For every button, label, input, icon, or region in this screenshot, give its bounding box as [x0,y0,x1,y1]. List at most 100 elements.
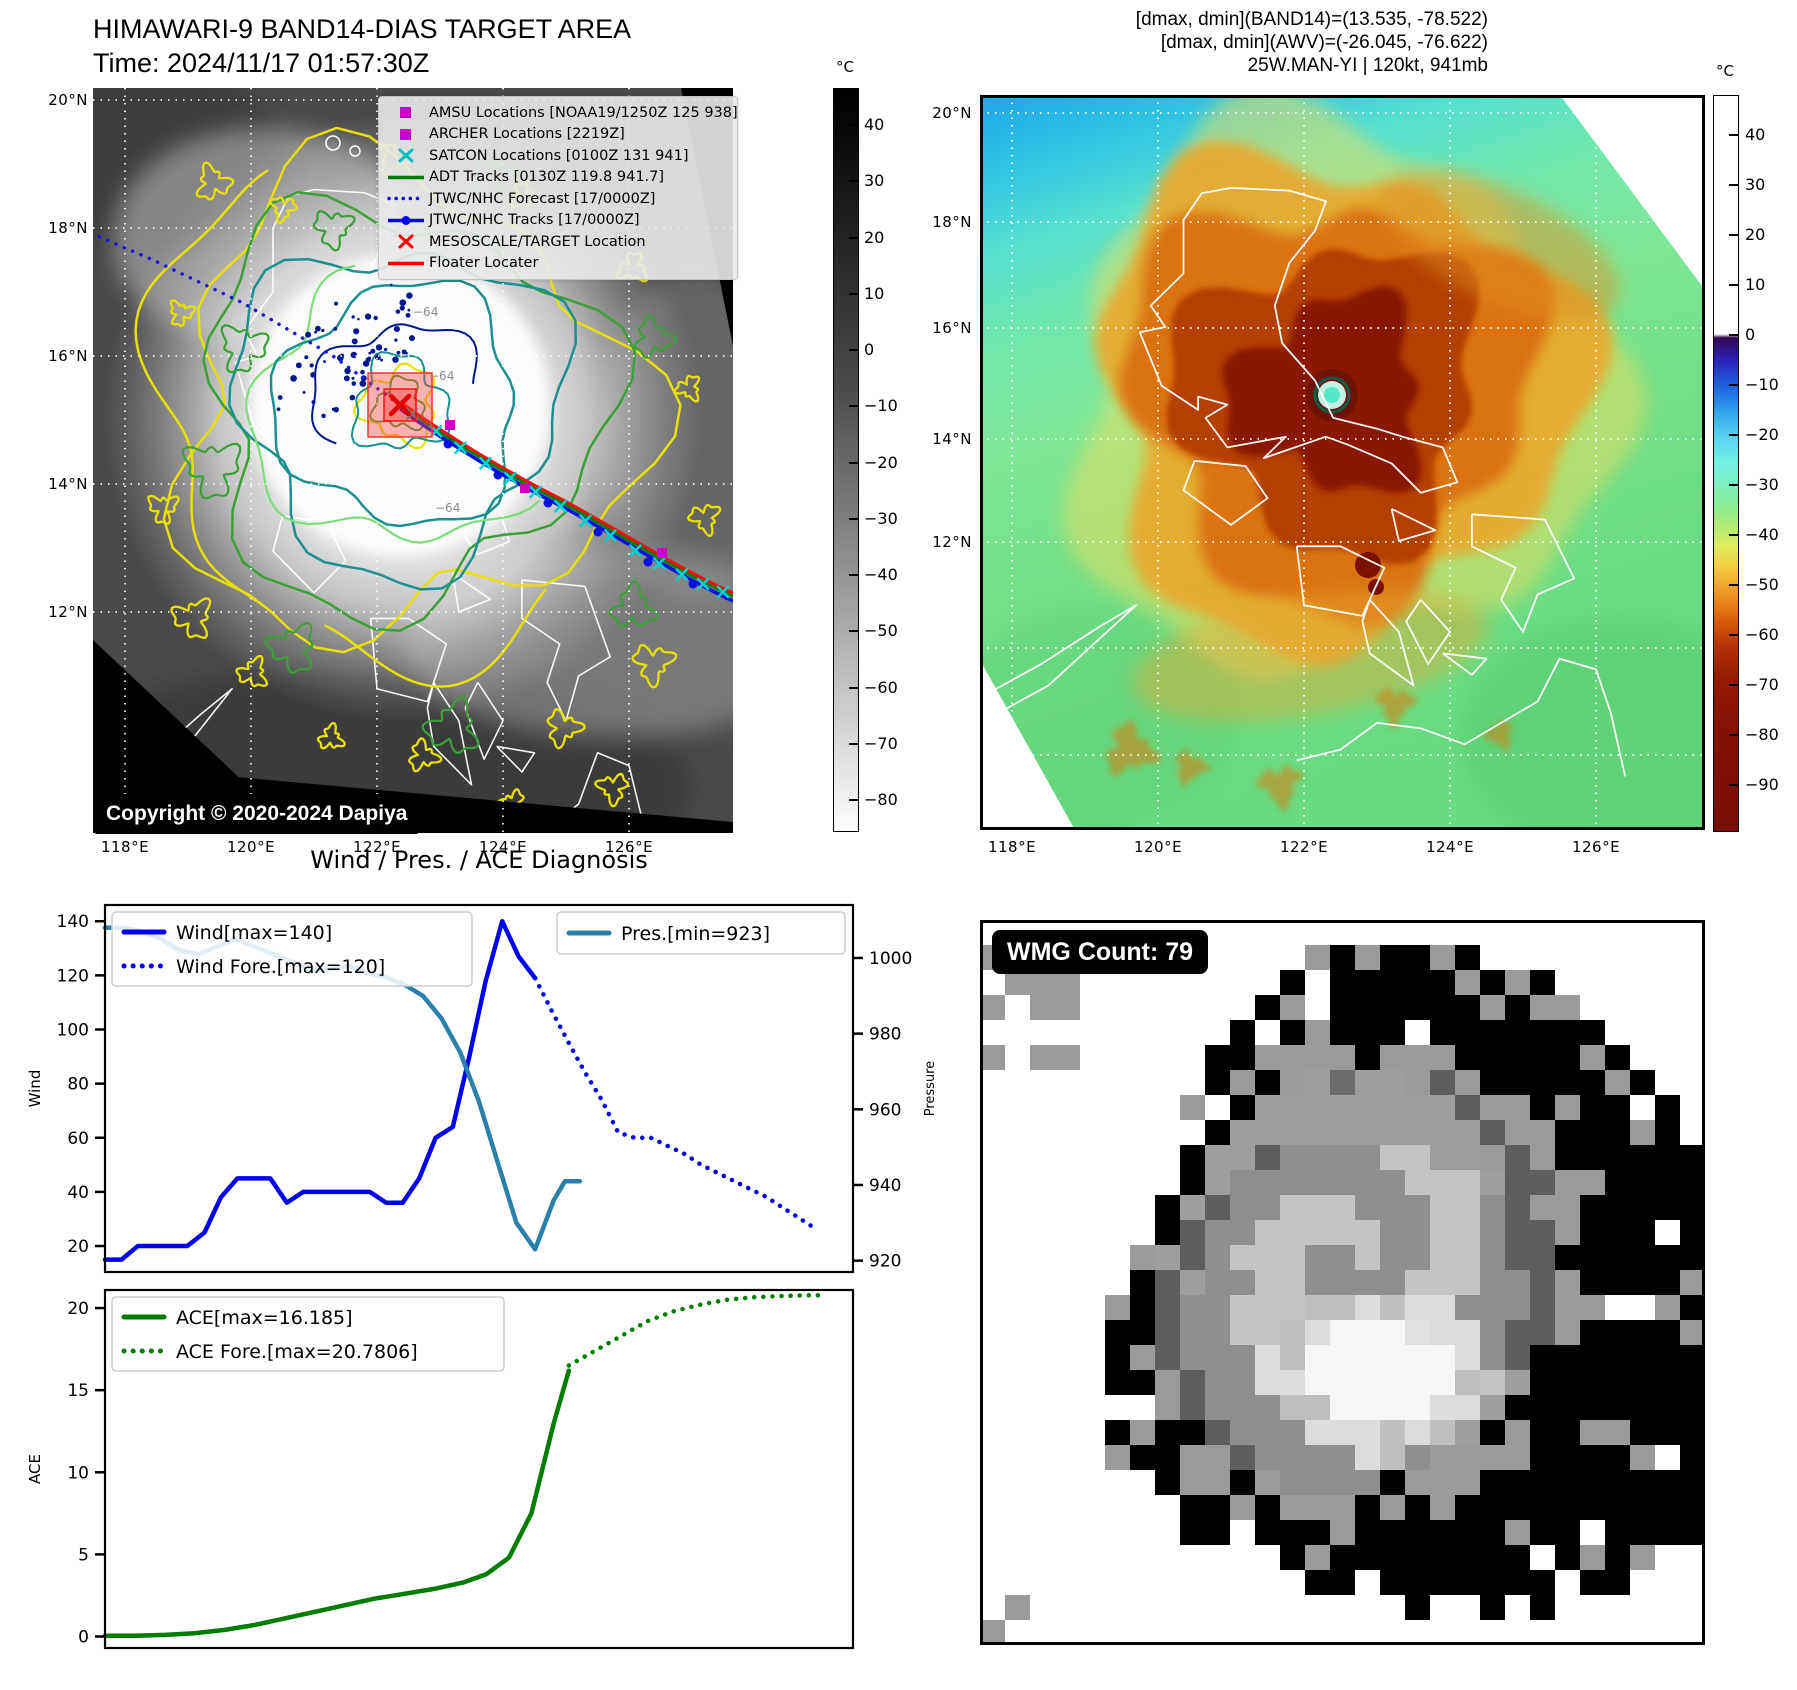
awv-border [980,95,1705,830]
band14-colorbar-unit: °C [836,58,854,76]
ytick-label: 100 [57,1020,89,1040]
ytick-label: 40 [67,1183,89,1203]
awv-header: [dmax, dmin](BAND14)=(13.535, -78.522) [… [1000,8,1488,77]
band14-tracks [93,232,733,603]
awv-xtick: 124°E [1425,838,1475,856]
legend-item-label: ADT Tracks [0130Z 119.8 941.7] [429,169,665,186]
band14-colorbar-tick: 10 [864,283,885,303]
band14-title-line2: Time: 2024/11/17 01:57:30Z [93,48,430,78]
legend-item: ARCHER Locations [2219Z] [383,124,733,146]
band14-colorbar-tick: −50 [864,621,898,641]
xmark-legend-icon [383,148,429,163]
ytick-label: 15 [67,1381,89,1401]
awv-storm [1061,95,1649,811]
contour-label: −64 [429,369,454,383]
line-legend-icon [383,256,429,271]
series-ACE Fore.[max=20.7806] [566,1293,830,1368]
legend-item: SATCON Locations [0100Z 131 941] [383,145,733,167]
legend-item-label: MESOSCALE/TARGET Location [429,233,646,250]
awv-colorbar-tick: −40 [1745,525,1779,544]
series-Wind[max=140] [102,918,538,1262]
awv-colorbar-tick: 30 [1745,175,1766,194]
jtwc-forecast-dotted-line [93,232,402,407]
chart-legend-label: Pres.[min=923] [621,923,770,945]
legend-item-label: ARCHER Locations [2219Z] [429,126,625,143]
awv-colorbar-tick: 10 [1745,275,1766,294]
legend-item-label: Floater Locater [429,255,539,272]
band14-colorbar-tick: 40 [864,115,885,134]
band14-colorbar-tick: −10 [864,396,898,416]
awv-ytick: 18°N [932,213,972,231]
awv-ytick: 20°N [932,104,972,122]
legend-item: Floater Locater [383,253,733,275]
band14-map-legend: AMSU Locations [NOAA19/1250Z 125 938] ARC… [378,96,738,280]
band14-colorbar-tick: −70 [864,733,898,753]
awv-colorbar-tick: −50 [1745,575,1779,594]
ytick-right-label: 940 [869,1176,901,1196]
contour-value-labels: −64 −64 −64 [413,305,460,515]
awv-ytick: 16°N [932,319,972,337]
floater-track-line [399,400,733,595]
band14-title-line1: HIMAWARI-9 BAND14-DIAS TARGET AREA [93,14,632,44]
chart-legend-label: ACE Fore.[max=20.7806] [176,1341,418,1363]
series-Wind Fore.[max=120] [532,975,820,1233]
band14-colorbar-tick: −60 [864,677,898,697]
legend-item-label: AMSU Locations [NOAA19/1250Z 125 938] [429,104,738,121]
awv-colorbar-tick: −80 [1745,725,1779,744]
band14-title: HIMAWARI-9 BAND14-DIAS TARGET AREA Time:… [93,12,631,80]
ytick-right-label: 960 [869,1100,901,1120]
target-x-icon [388,393,412,417]
band14-colorbar-tick: −20 [864,452,898,472]
legend-item: ADT Tracks [0130Z 119.8 941.7] [383,167,733,189]
dotted-legend-icon [383,191,429,206]
square-legend-icon [383,127,429,142]
legend-item: MESOSCALE/TARGET Location [383,231,733,253]
legend-item: JTWC/NHC Tracks [17/0000Z] [383,210,733,232]
awv-ytick: 12°N [932,533,972,551]
awv-header-line3: 25W.MAN-YI | 120kt, 941mb [1247,55,1488,76]
diagnosis-title: Wind / Pres. / ACE Diagnosis [310,846,648,874]
contour-label: −64 [435,501,460,515]
wmg-count-badge: WMG Count: 79 [992,930,1209,974]
ytick-label: 140 [57,912,89,932]
chart-legend-label: Wind Fore.[max=120] [176,956,385,978]
ytick-label: 0 [78,1628,89,1648]
awv-colorbar-tick: −10 [1745,375,1779,394]
series-ACE[max=16.185] [102,1368,572,1638]
axis-label: ACE [26,1454,44,1484]
chart-legend-label: Wind[max=140] [176,922,332,944]
legend-item: JTWC/NHC Forecast [17/0000Z] [383,188,733,210]
awv-colorbar-tick: −20 [1745,425,1779,444]
awv-latlon-grid [980,95,1705,830]
awv-swath-content [980,95,1705,830]
ytick-right-label: 1000 [869,949,912,969]
awv-colorbar-tick: 20 [1745,225,1766,244]
awv-color-map [980,95,1705,830]
band14-colorbar [833,88,859,832]
legend-item-label: JTWC/NHC Forecast [17/0000Z] [429,190,656,207]
band14-ytick: 16°N [48,347,88,365]
mesoscale-target [367,372,433,438]
legend-item-label: JTWC/NHC Tracks [17/0000Z] [429,212,640,229]
awv-xtick: 122°E [1279,838,1329,856]
line-legend-icon [383,170,429,185]
ytick-label: 10 [67,1463,89,1483]
awv-colorbar-tick: −60 [1745,625,1779,644]
band14-colorbar-tick: −80 [864,790,898,809]
square-legend-icon [383,105,429,120]
band14-ytick: 18°N [48,219,88,237]
chart-legend-label: ACE[max=16.185] [176,1307,353,1329]
awv-colorbar-tick: −90 [1745,775,1779,794]
awv-colorbar-tick: −70 [1745,675,1779,694]
axis-label: Pressure [923,1061,938,1117]
awv-xtick: 126°E [1571,838,1621,856]
band14-ytick: 20°N [48,91,88,109]
ytick-right-label: 920 [869,1252,901,1272]
ytick-label: 20 [67,1237,89,1257]
awv-xtick: 120°E [1133,838,1183,856]
awv-ytick: 14°N [932,430,972,448]
awv-colorbar-tick: 0 [1745,325,1756,344]
band14-colorbar-tick: −30 [864,508,898,528]
band14-colorbar-tick: 0 [864,340,875,359]
